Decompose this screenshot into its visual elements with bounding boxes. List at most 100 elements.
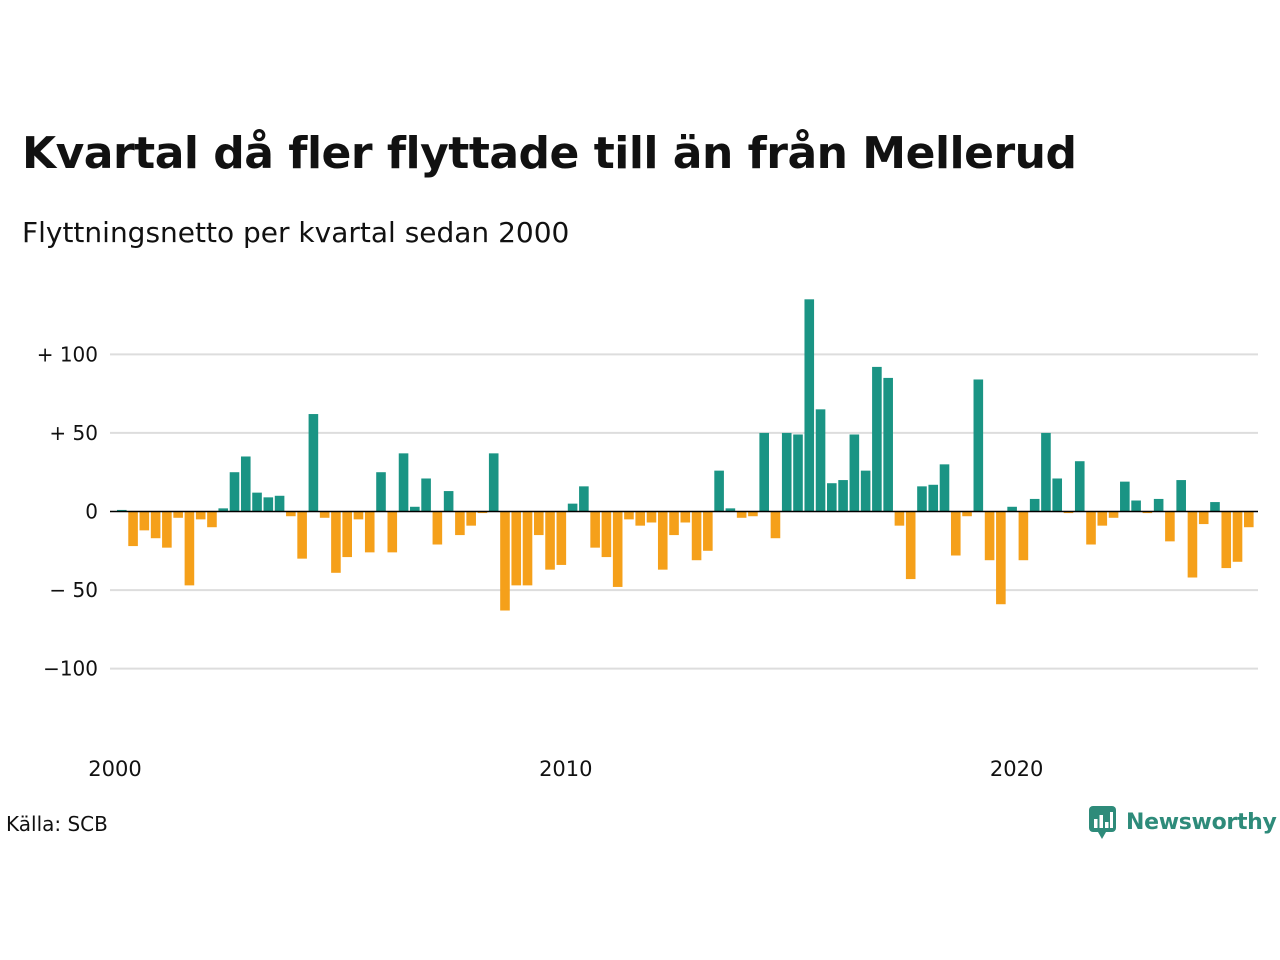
bar [872,366,882,512]
bar [996,511,1006,605]
bar [1165,511,1175,542]
bar [939,464,950,512]
bar [545,511,555,570]
brand-name: Newsworthy [1126,809,1277,835]
bar [1029,498,1040,512]
bar [421,478,431,512]
bar [646,511,657,523]
bar [376,472,386,512]
bar [815,409,826,512]
bars [117,299,1254,611]
bar [286,511,296,517]
bar [590,511,600,548]
bar [1187,511,1198,578]
bar [883,377,893,512]
chart-title: Kvartal då fler flyttade till än från Me… [22,128,1077,179]
gridlines [110,353,1258,670]
bar [827,483,837,512]
bar [1007,506,1017,512]
bar [1052,478,1063,512]
bar [748,511,758,517]
bar [398,453,409,512]
y-tick-label: − 50 [49,578,98,602]
y-tick-label: + 50 [49,421,98,445]
bar [195,511,206,520]
bar [1131,500,1141,512]
bar [1221,511,1232,569]
bar [905,511,916,580]
bar [849,434,860,512]
bar [1018,511,1029,561]
bar [736,511,747,518]
bar [928,484,939,512]
bar [173,511,183,518]
brand-logo[interactable]: Newsworthy [1088,804,1277,840]
bar [950,511,961,556]
bar [466,511,476,526]
bar [455,511,465,536]
x-axis-labels: 2000 2010 2020 [88,757,1043,781]
x-tick-label: 2000 [88,757,141,781]
bar [567,503,578,512]
bar [917,486,927,512]
bar [725,508,736,512]
bar [894,511,905,526]
bar [1176,480,1186,512]
bar [1097,511,1108,526]
bar [624,511,634,520]
bar [522,511,533,586]
bar [274,495,285,512]
bar [308,414,319,512]
bar [1120,481,1130,512]
bar [691,511,702,561]
bar [1153,498,1164,512]
x-tick-label: 2010 [539,757,592,781]
bar [1198,511,1209,525]
bar [1108,511,1119,518]
y-tick-label: −100 [43,657,98,681]
bar [117,509,127,512]
bar [477,511,488,514]
bar [342,511,352,558]
bar [612,511,623,587]
bar [1074,461,1085,512]
bar [962,511,972,517]
y-tick-label: + 100 [37,342,98,366]
bar [410,506,420,512]
bar [240,456,251,512]
bar [1063,511,1074,514]
bar [263,497,274,512]
bar [770,511,781,539]
bar [500,511,510,611]
bar [184,511,195,586]
newsworthy-logo-icon [1089,806,1116,839]
bar [162,511,172,548]
bar [128,511,138,547]
bar [781,432,792,512]
bar [139,511,150,531]
bar [252,492,262,512]
bar [759,432,769,512]
bar [1041,432,1051,512]
bar [984,511,995,561]
bar [635,511,646,526]
source-note: Källa: SCB [6,812,108,836]
bar [1232,511,1243,562]
bar [1244,511,1254,528]
bar [714,470,724,512]
y-tick-label: 0 [85,500,98,524]
bar [1086,511,1096,545]
bar [353,511,364,520]
bar [793,434,803,512]
chart-subtitle: Flyttningsnetto per kvartal sedan 2000 [22,216,570,249]
bar [319,511,330,518]
bar [1210,502,1220,512]
bar [860,470,871,512]
bar [150,511,161,539]
y-axis-labels: + 100 + 50 0 − 50 −100 [37,342,98,680]
bar [601,511,612,558]
x-tick-label: 2020 [990,757,1043,781]
bar [229,472,240,512]
bar [443,491,454,512]
bar [1142,511,1153,514]
